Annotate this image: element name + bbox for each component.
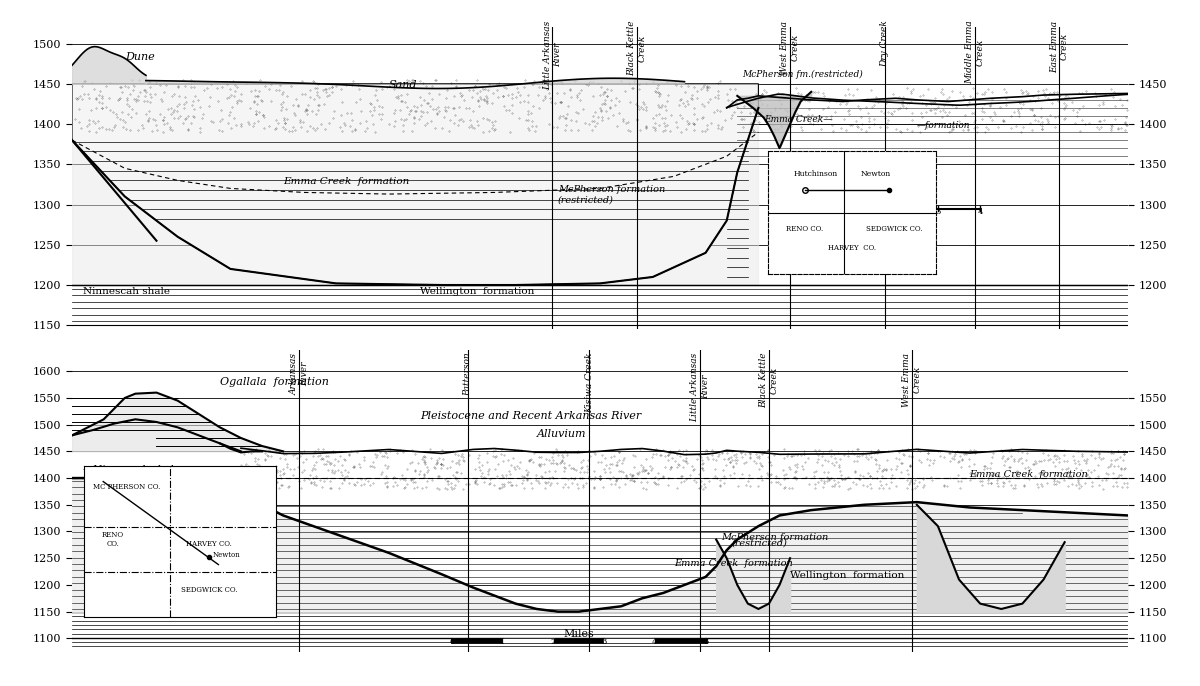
Text: Emma Creek  formation: Emma Creek formation [674, 559, 793, 568]
Text: Newton: Newton [212, 551, 240, 559]
Text: Hutchinson: Hutchinson [793, 169, 838, 178]
Text: Wellington  formation: Wellington formation [420, 287, 535, 296]
Text: Little Arkansas
River: Little Arkansas River [542, 21, 562, 90]
Text: 1: 1 [500, 638, 505, 646]
Text: Emma Creek  formation: Emma Creek formation [283, 178, 409, 187]
Text: Miles: Miles [564, 629, 594, 639]
Text: 4: 4 [978, 208, 983, 216]
Text: Black Kettle
Creek: Black Kettle Creek [760, 353, 779, 408]
Text: Arkansas
River: Arkansas River [289, 353, 308, 394]
Text: Miles: Miles [833, 193, 862, 202]
Text: HARVEY CO.: HARVEY CO. [186, 541, 232, 549]
Text: McPherson formation: McPherson formation [721, 532, 829, 541]
Text: Dry Creek: Dry Creek [881, 21, 889, 67]
Text: 3: 3 [601, 638, 607, 646]
Text: McPherson formation: McPherson formation [558, 185, 665, 194]
Text: Alluvium: Alluvium [536, 429, 586, 439]
Text: Middle Emma
Creek: Middle Emma Creek [965, 21, 984, 84]
Text: Black Kettle
Creek: Black Kettle Creek [628, 21, 647, 76]
Text: Kisiwa Creek: Kisiwa Creek [584, 353, 594, 413]
Text: RENO
CO.: RENO CO. [102, 531, 124, 549]
Text: 0: 0 [809, 208, 814, 216]
Text: 3: 3 [935, 208, 941, 216]
Text: —formation: —formation [917, 121, 971, 130]
Text: Sand: Sand [389, 80, 418, 90]
Text: 1: 1 [851, 208, 856, 216]
Text: Newton: Newton [860, 169, 890, 178]
Text: SEDGWICK CO.: SEDGWICK CO. [865, 225, 923, 233]
Text: Patterson: Patterson [463, 353, 473, 396]
Text: Little Arkansas
River: Little Arkansas River [691, 353, 710, 422]
Text: West Emma
Creek: West Emma Creek [780, 21, 799, 75]
Text: Ogallala  formation: Ogallala formation [220, 377, 329, 387]
Text: East Emma
Creek: East Emma Creek [1050, 21, 1069, 73]
Text: West Emma
Creek: West Emma Creek [902, 353, 922, 407]
Text: Emma Creek—: Emma Creek— [764, 115, 833, 124]
Text: Dune: Dune [125, 51, 155, 62]
Text: 2: 2 [893, 208, 899, 216]
Text: McPherson fm.(restricted): McPherson fm.(restricted) [743, 70, 863, 80]
Text: Wellington  formation: Wellington formation [790, 571, 905, 580]
Polygon shape [72, 84, 758, 285]
Text: Emma Creek  formation: Emma Creek formation [970, 470, 1088, 479]
Text: RENO CO.: RENO CO. [786, 225, 823, 233]
Text: 5: 5 [703, 638, 708, 646]
Text: 2: 2 [551, 638, 556, 646]
Text: (restricted): (restricted) [732, 539, 788, 548]
Text: SEDGWICK CO.: SEDGWICK CO. [180, 586, 238, 594]
Text: (restricted): (restricted) [558, 196, 613, 205]
Text: HARVEY  CO.: HARVEY CO. [828, 244, 876, 252]
Text: Ninnescah shale: Ninnescah shale [83, 287, 169, 296]
Text: 4: 4 [652, 638, 658, 646]
Text: Pleistocene and Recent Arkansas River: Pleistocene and Recent Arkansas River [420, 412, 642, 421]
Text: MC PHERSON CO.: MC PHERSON CO. [92, 483, 160, 491]
Polygon shape [72, 285, 1128, 325]
Text: —Ninnescah shale—: —Ninnescah shale— [83, 465, 191, 474]
Text: 0: 0 [450, 638, 455, 646]
